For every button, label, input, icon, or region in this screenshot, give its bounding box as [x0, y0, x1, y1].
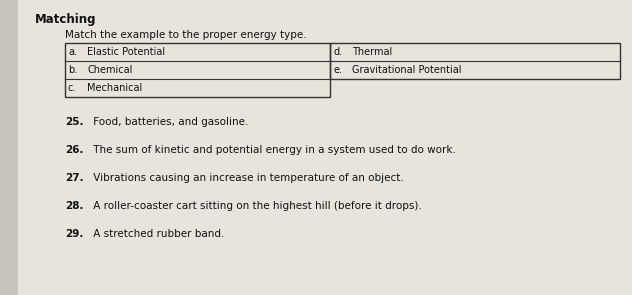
Text: 27.: 27.	[65, 173, 83, 183]
Text: Vibrations causing an increase in temperature of an object.: Vibrations causing an increase in temper…	[90, 173, 404, 183]
Text: The sum of kinetic and potential energy in a system used to do work.: The sum of kinetic and potential energy …	[90, 145, 456, 155]
Text: Match the example to the proper energy type.: Match the example to the proper energy t…	[65, 30, 307, 40]
Text: Thermal: Thermal	[352, 47, 392, 57]
Text: 26.: 26.	[65, 145, 83, 155]
Text: Chemical: Chemical	[87, 65, 132, 75]
Text: e.: e.	[333, 65, 342, 75]
Text: A roller-coaster cart sitting on the highest hill (before it drops).: A roller-coaster cart sitting on the hig…	[90, 201, 422, 211]
Text: 25.: 25.	[65, 117, 83, 127]
Text: d.: d.	[333, 47, 342, 57]
Bar	[65, 43, 330, 97]
Text: Mechanical: Mechanical	[87, 83, 142, 93]
Text: Food, batteries, and gasoline.: Food, batteries, and gasoline.	[90, 117, 248, 127]
Text: a.: a.	[68, 47, 77, 57]
Text: 28.: 28.	[65, 201, 83, 211]
Text: A stretched rubber band.: A stretched rubber band.	[90, 229, 224, 239]
Text: 29.: 29.	[65, 229, 83, 239]
Text: Gravitational Potential: Gravitational Potential	[352, 65, 461, 75]
Text: Matching: Matching	[35, 13, 97, 26]
Text: b.: b.	[68, 65, 77, 75]
Text: c.: c.	[68, 83, 76, 93]
Bar	[330, 43, 620, 79]
Text: Elastic Potential: Elastic Potential	[87, 47, 165, 57]
